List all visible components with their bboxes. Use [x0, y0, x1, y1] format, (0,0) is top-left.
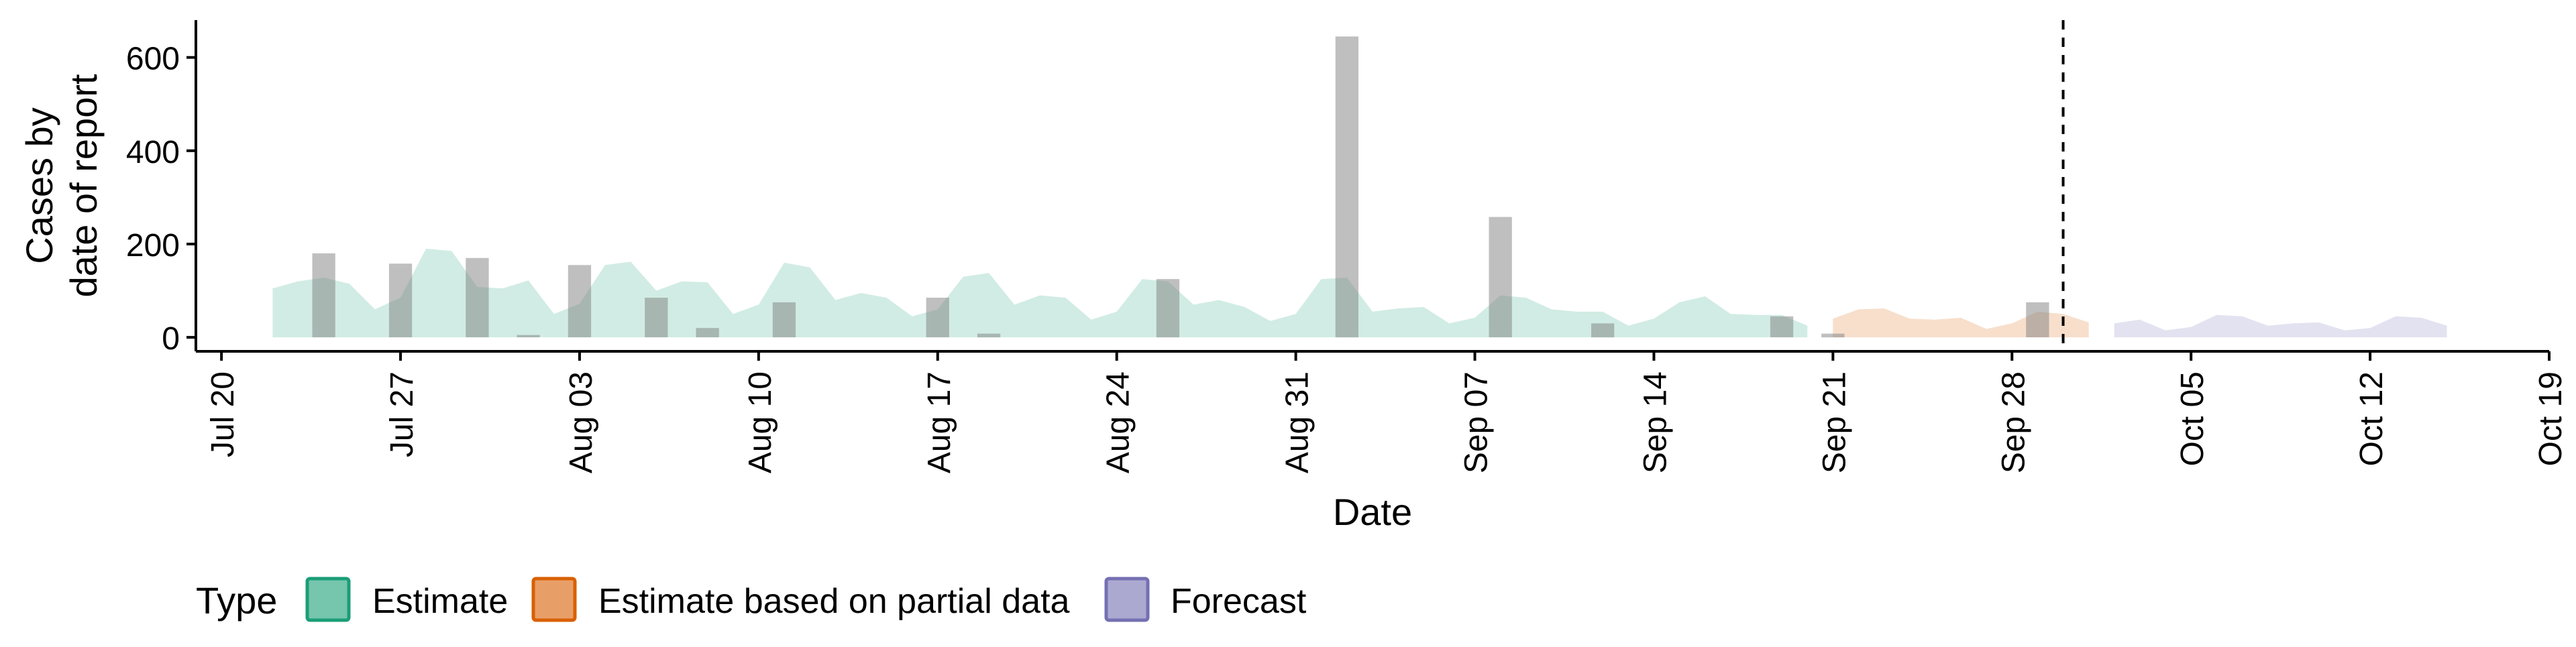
- y-tick-label-200: 200: [126, 228, 180, 263]
- case-bar-2020-08-26: [1156, 279, 1180, 338]
- axes: [195, 20, 2549, 353]
- y-tick-label-600: 600: [126, 42, 180, 77]
- case-bar-2020-08-17: [926, 298, 949, 338]
- case-bar-2020-09-19: [1770, 316, 1794, 338]
- y-tick-label-400: 400: [126, 135, 180, 170]
- legend-key-estimate: [305, 577, 351, 622]
- case-bar-2020-09-21: [1821, 333, 1845, 338]
- case-bar-2020-08-08: [696, 328, 719, 338]
- x-tick-label-2020-08-10: Aug 10: [743, 371, 778, 473]
- legend-entries: Estimate Estimate based on partial data Fo…: [305, 577, 1307, 622]
- legend-key-forecast: [1104, 577, 1150, 622]
- x-axis-label: Date: [1333, 491, 1412, 533]
- x-tick-label-2020-07-20: Jul 20: [205, 371, 241, 457]
- area-estimate: [272, 248, 1808, 338]
- area-forecast: [2114, 314, 2447, 338]
- x-tick-label-2020-07-27: Jul 27: [384, 371, 420, 457]
- x-tick-label-2020-09-14: Sep 14: [1638, 371, 1673, 473]
- case-bar-2020-08-01: [517, 335, 540, 338]
- y-axis-label-line-2: date of report: [62, 74, 105, 298]
- x-tick-label-2020-09-28: Sep 28: [1996, 371, 2031, 473]
- legend-label-estimate-based-on-partial-data: Estimate based on partial data: [598, 582, 1070, 621]
- case-bar-2020-07-24: [312, 253, 335, 338]
- area-estimate-based-on-partial-data: [1833, 308, 2089, 338]
- y-axis-ticks: 0 200 400 600: [126, 42, 196, 357]
- legend-label-forecast: Forecast: [1171, 582, 1307, 621]
- x-tick-label-2020-08-24: Aug 24: [1101, 371, 1136, 473]
- legend-key-estimate-based-on-partial-data: [531, 577, 577, 622]
- x-tick-label-2020-08-03: Aug 03: [564, 371, 599, 473]
- case-bar-2020-07-27: [388, 263, 413, 338]
- legend-label-estimate: Estimate: [372, 582, 508, 621]
- case-bar-2020-09-08: [1489, 217, 1512, 338]
- x-tick-label-2020-10-05: Oct 05: [2175, 371, 2210, 466]
- x-axis-ticks: Jul 20 Jul 27 Aug 03 Aug 10 Aug 17 Aug 24 Aug …: [205, 351, 2569, 473]
- case-bar-2020-09-12: [1591, 323, 1615, 338]
- case-bar-2020-08-11: [772, 302, 796, 338]
- x-tick-label-2020-09-21: Sep 21: [1817, 371, 1852, 473]
- x-tick-label-2020-10-19: Oct 19: [2533, 371, 2569, 466]
- case-bar-2020-08-19: [977, 333, 1001, 338]
- legend: Type Estimate Estimate based on partial d…: [196, 577, 1307, 622]
- case-bar-2020-08-06: [645, 298, 668, 338]
- x-tick-label-2020-08-31: Aug 31: [1280, 371, 1316, 473]
- case-bar-2020-08-03: [568, 265, 592, 338]
- x-tick-label-2020-09-07: Sep 07: [1459, 371, 1495, 473]
- y-axis-label-line-1: Cases by: [18, 107, 60, 263]
- case-bar-2020-09-29: [2026, 302, 2049, 338]
- legend-title: Type: [196, 579, 277, 622]
- x-tick-label-2020-10-12: Oct 12: [2354, 371, 2390, 466]
- case-bar-2020-09-02: [1335, 36, 1358, 338]
- estimate-areas: [272, 248, 2447, 338]
- x-tick-label-2020-08-17: Aug 17: [922, 371, 957, 473]
- case-bar-2020-07-30: [466, 257, 489, 338]
- reported-case-bars: [312, 36, 2049, 338]
- y-tick-label-0: 0: [162, 321, 180, 357]
